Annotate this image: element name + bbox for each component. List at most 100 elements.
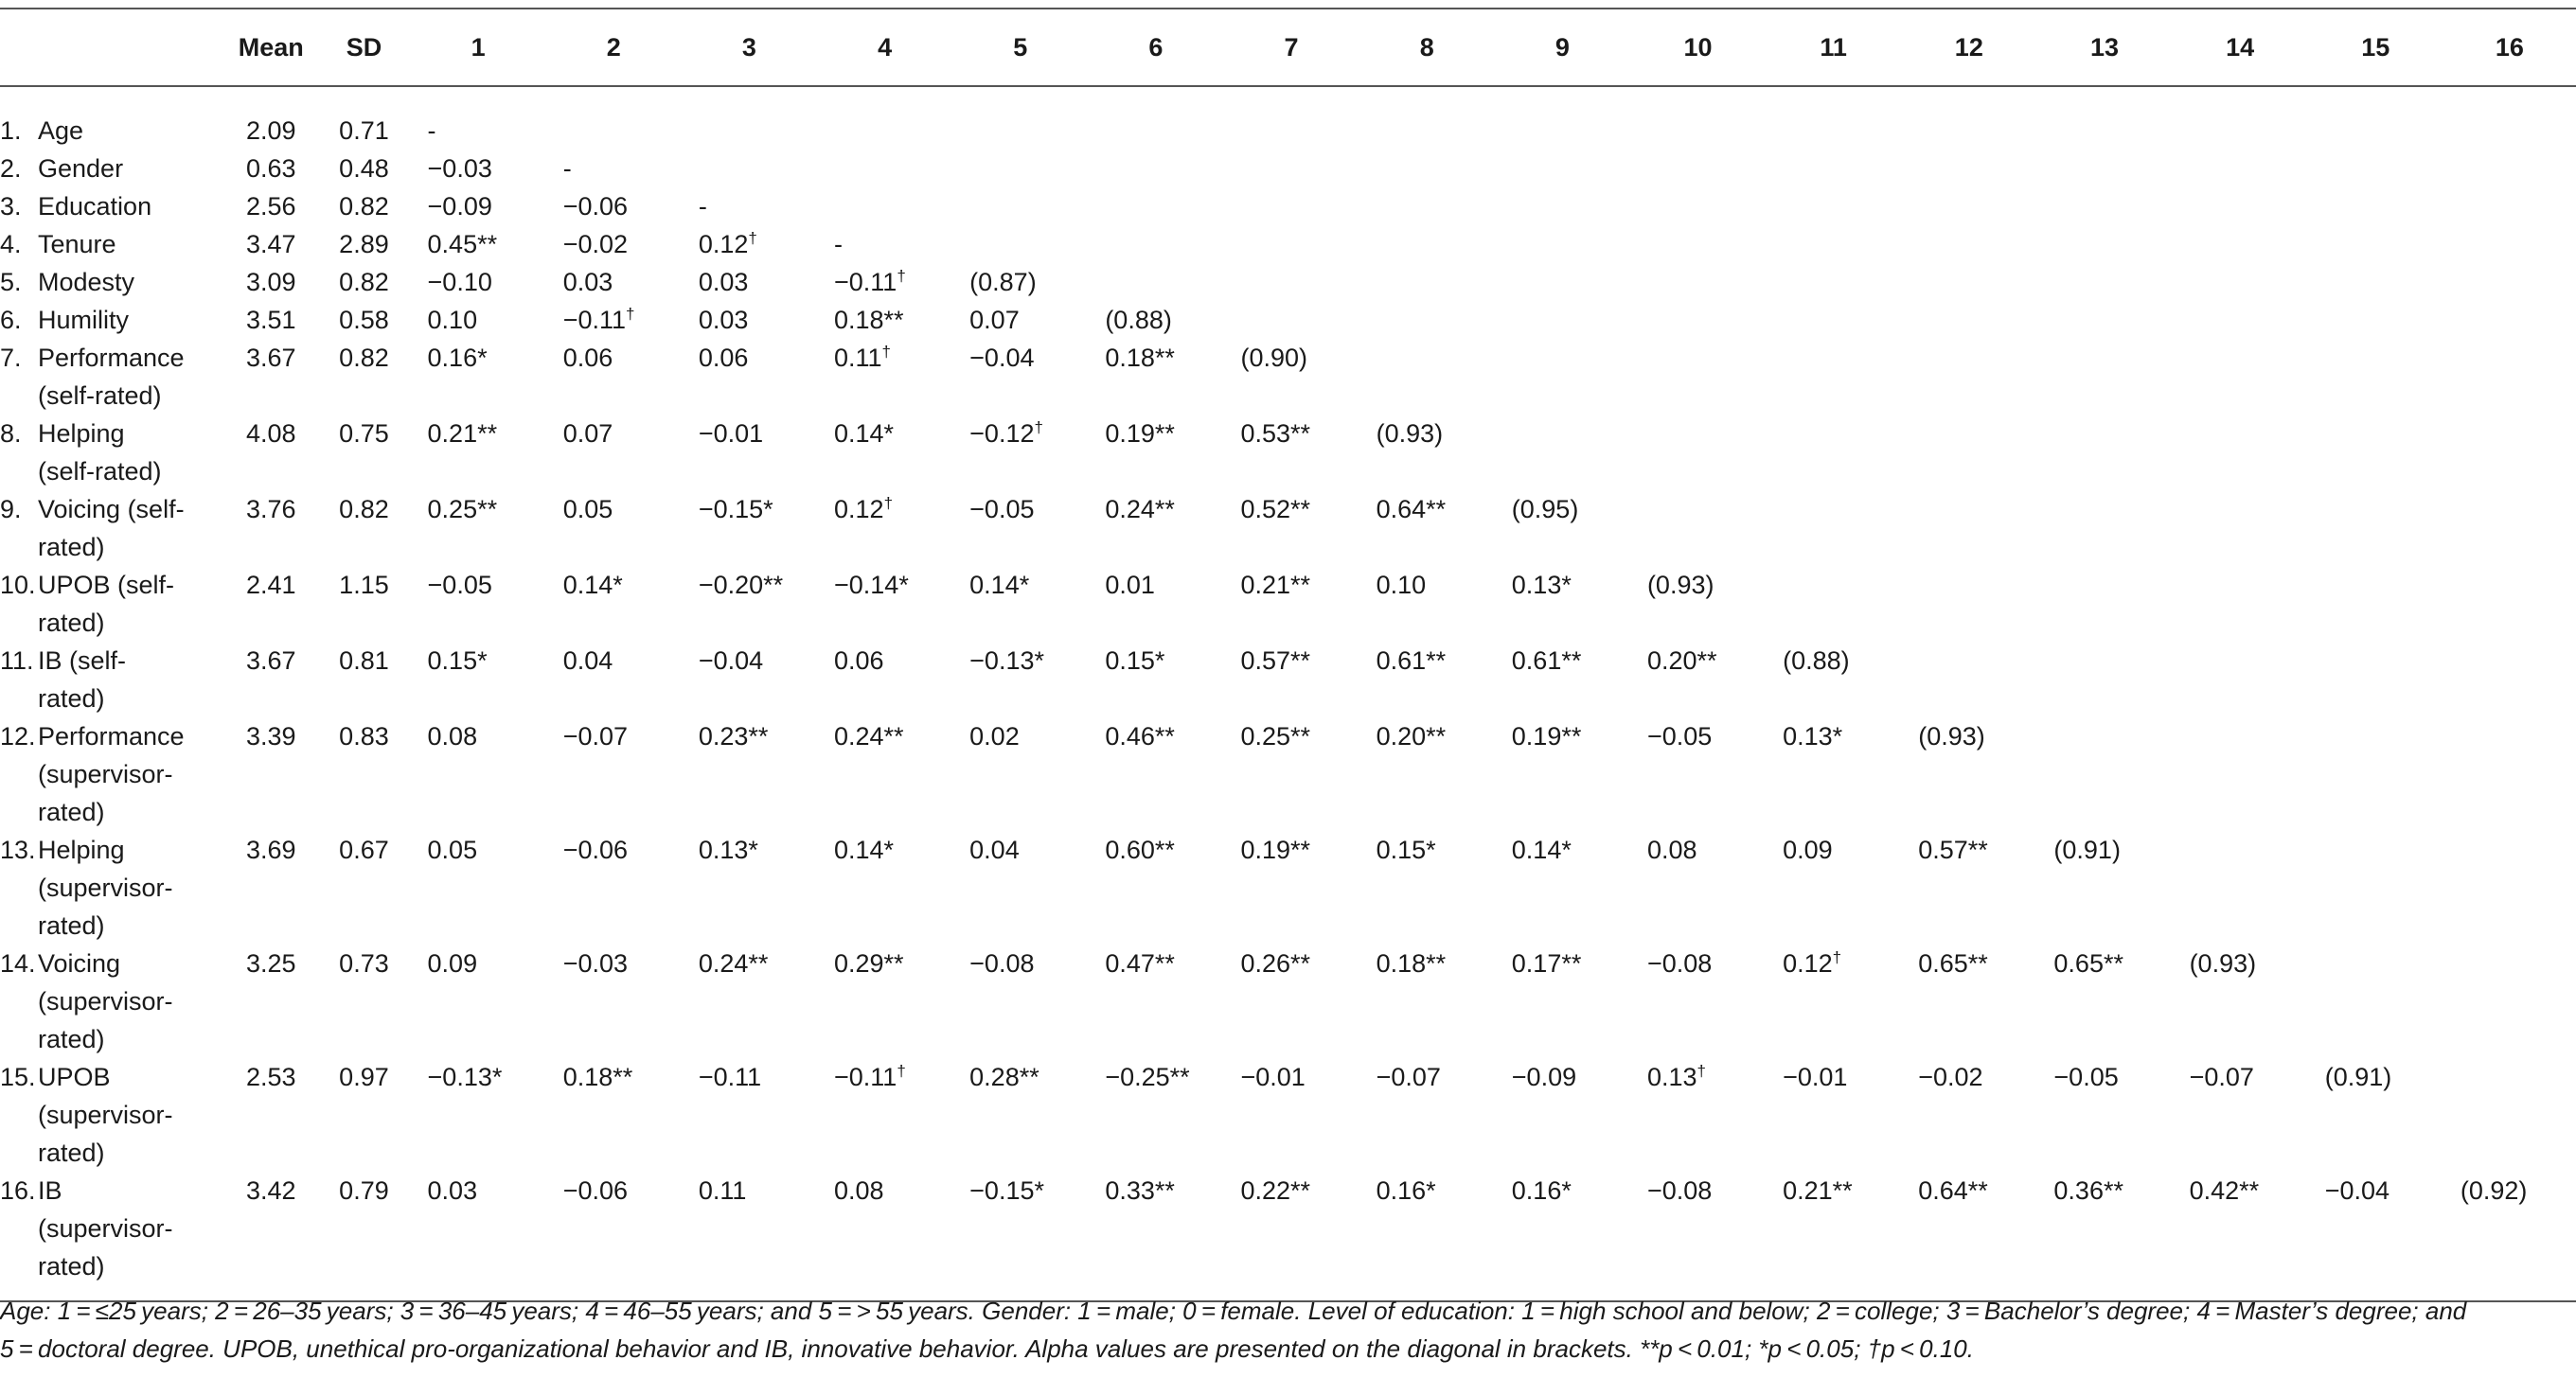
row-label-line: Voicing (self- [38,495,185,523]
correlation-cell: (0.93) [1918,722,1985,751]
correlation-cell: 0.03 [562,268,613,296]
empty-cell [1766,301,1901,339]
empty-cell [817,86,952,150]
empty-cell [2308,831,2443,945]
table-row: 13.Helping (supervisor-rated) 3.69 0.67 0.05… [0,831,2576,945]
column-header: 15 [2307,8,2443,87]
column-header: Mean [224,8,318,87]
table-row: 15.UPOB (supervisor-rated) 2.53 0.97 −0.13* 0… [0,1058,2576,1172]
row-number: 2. [0,154,22,183]
correlation-cell: 0.46** [1105,722,1175,751]
empty-cell [1495,263,1630,301]
correlation-cell: −0.01 [1240,1063,1306,1091]
row-label-line: Performance [38,344,185,372]
empty-cell [2036,263,2172,301]
empty-cell [1088,263,1223,301]
empty-cell [2036,225,2172,263]
empty-cell [952,225,1088,263]
empty-cell [2173,150,2308,187]
empty-cell [1223,150,1359,187]
empty-cell [2036,150,2172,187]
row-label: 8. Helping (self-rated) [0,415,224,490]
row-number: 12. [0,722,36,751]
empty-cell [1901,150,2036,187]
empty-cell [2036,642,2172,717]
sd-cell: 0.67 [339,836,389,864]
empty-cell [682,150,817,187]
sd-cell: 0.79 [317,1172,411,1302]
correlation-cell: 0.29** [834,949,904,978]
empty-cell [1766,86,1901,150]
empty-cell [2308,339,2443,415]
row-label-text: IB (self-rated) [38,642,126,717]
table-row: 16.IB (supervisor-rated) 3.42 0.79 0.03 −0.06… [0,1172,2576,1302]
empty-cell [2036,301,2172,339]
empty-cell [1766,566,1901,642]
correlation-cell: 0.33** [1088,1172,1224,1302]
row-label: 13.Helping (supervisor-rated) [0,831,224,945]
mean-cell: 3.39 [246,722,296,751]
row-label-text: UPOB (self-rated) [38,566,174,642]
correlation-cell: −0.08 [1629,1172,1767,1302]
empty-cell [2443,86,2576,150]
empty-cell [2308,566,2443,642]
correlation-cell: −0.03 [427,154,492,183]
sd-cell: 0.48 [339,154,389,183]
empty-cell [1901,86,2036,150]
correlation-cell: 0.42** [2172,1172,2308,1302]
row-label-text: Helping (self-rated) [38,415,162,490]
empty-cell [1630,150,1766,187]
empty-cell [1630,225,1766,263]
sd-cell: 0.82 [339,495,389,523]
empty-cell [2443,717,2576,831]
correlation-cell: −0.15* [698,495,773,523]
correlation-cell: 0.09 [427,949,478,978]
column-header: 6 [1088,8,1224,87]
correlation-cell: −0.04 [969,344,1035,372]
empty-cell [2036,86,2172,150]
correlation-table-container: Mean SD 1 2 3 4 5 6 7 8 9 10 11 12 13 14 15 16 1. Age 2.09 0… [0,8,2576,1302]
row-label-line: rated) [38,609,105,637]
correlation-cell: 0.07 [969,306,1020,334]
mean-cell: 3.42 [224,1172,318,1302]
correlation-cell: 0.24** [1105,495,1175,523]
column-header: 12 [1901,8,2037,87]
row-label-line: rated) [38,1025,105,1053]
empty-cell [1630,187,1766,225]
empty-cell [1088,150,1223,187]
empty-cell [1901,301,2036,339]
empty-cell [2443,263,2576,301]
empty-cell [1359,150,1495,187]
row-label: 15.UPOB (supervisor-rated) [0,1058,224,1172]
correlation-cell: −0.11† [834,267,906,296]
correlation-cell: 0.21** [1766,1172,1902,1302]
empty-cell [1901,225,2036,263]
row-label: 6. Humility [0,301,224,339]
correlation-cell: 0.19** [1240,836,1311,864]
correlation-cell: −0.07 [562,722,629,751]
empty-cell [2173,339,2308,415]
row-label-text: Gender [38,150,123,187]
sd-cell: 0.81 [339,646,389,675]
empty-cell [2308,187,2443,225]
correlation-cell: 0.25** [1240,722,1311,751]
row-number: 9. [0,495,22,523]
correlation-cell: −0.04 [698,646,764,675]
sd-cell: 0.71 [339,116,389,145]
correlation-cell: 0.14* [834,836,895,864]
empty-cell [2173,415,2308,490]
correlation-cell: 0.08 [817,1172,953,1302]
empty-cell [2443,642,2576,717]
correlation-cell: 0.04 [562,646,613,675]
empty-cell [1630,339,1766,415]
sd-cell: 1.15 [339,571,389,599]
column-header: SD [317,8,411,87]
correlation-cell: 0.14* [1511,836,1572,864]
correlation-cell: 0.23** [698,722,769,751]
correlation-cell: 0.06 [834,646,884,675]
row-label-text: Education [38,187,151,225]
row-label-line: Voicing [38,949,121,978]
empty-cell [1359,263,1495,301]
table-footnote: Age: 1 = ≤25 years; 2 = 26–35 years; 3 =… [0,1292,2556,1368]
correlation-cell: 0.03 [698,306,749,334]
